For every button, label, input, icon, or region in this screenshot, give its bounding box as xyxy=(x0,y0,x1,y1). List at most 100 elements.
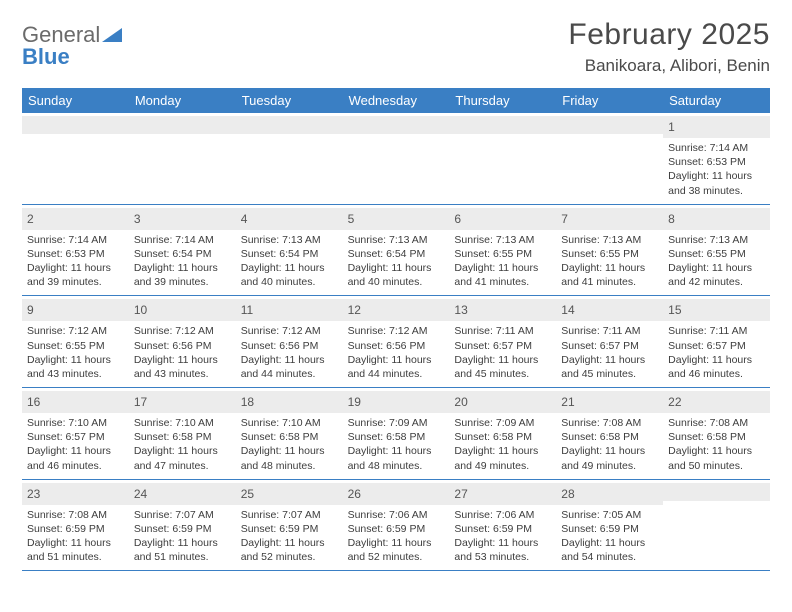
calendar-page: General Blue February 2025 Banikoara, Al… xyxy=(0,0,792,581)
day-number: 10 xyxy=(134,303,147,317)
day-number: 18 xyxy=(241,395,254,409)
calendar-day-cell: 8Sunrise: 7:13 AMSunset: 6:55 PMDaylight… xyxy=(663,205,770,296)
day-number: 23 xyxy=(27,487,40,501)
day-number-bar: 1 xyxy=(663,116,770,138)
day-number-bar: 20 xyxy=(449,391,556,413)
day-number: 8 xyxy=(668,212,675,226)
day-number: 28 xyxy=(561,487,574,501)
day-number-bar xyxy=(129,116,236,134)
day-number: 27 xyxy=(454,487,467,501)
calendar-day-cell: 26Sunrise: 7:06 AMSunset: 6:59 PMDayligh… xyxy=(343,480,450,571)
day-number-bar: 22 xyxy=(663,391,770,413)
calendar-day-cell: 23 Sunrise: 7:08 AMSunset: 6:59 PMDayligh… xyxy=(22,480,129,571)
day-details: Sunrise: 7:14 AMSunset: 6:53 PMDaylight:… xyxy=(668,141,765,198)
day-number: 17 xyxy=(134,395,147,409)
calendar-day-cell: 3 Sunrise: 7:14 AMSunset: 6:54 PMDaylight… xyxy=(129,205,236,296)
day-number: 6 xyxy=(454,212,461,226)
day-number: 24 xyxy=(134,487,147,501)
calendar-day-cell: 7 Sunrise: 7:13 AMSunset: 6:55 PMDaylight… xyxy=(556,205,663,296)
day-number-bar: 27 xyxy=(449,483,556,505)
day-number-bar: 25 xyxy=(236,483,343,505)
day-number-bar xyxy=(236,116,343,134)
day-number-bar: 18 xyxy=(236,391,343,413)
day-details: Sunrise: 7:10 AMSunset: 6:58 PMDaylight:… xyxy=(134,416,231,473)
calendar-empty-cell xyxy=(556,113,663,204)
weeks-container: 1 Sunrise: 7:14 AMSunset: 6:53 PMDaylight… xyxy=(22,113,770,571)
day-details: Sunrise: 7:09 AMSunset: 6:58 PMDaylight:… xyxy=(454,416,551,473)
dow-saturday: Saturday xyxy=(663,88,770,113)
day-number: 4 xyxy=(241,212,248,226)
day-number-bar: 19 xyxy=(343,391,450,413)
day-number-bar: 11 xyxy=(236,299,343,321)
day-number: 11 xyxy=(241,303,253,317)
day-number: 14 xyxy=(561,303,574,317)
calendar-week-row: 23 Sunrise: 7:08 AMSunset: 6:59 PMDayligh… xyxy=(22,480,770,572)
calendar-day-cell: 22 Sunrise: 7:08 AMSunset: 6:58 PMDayligh… xyxy=(663,388,770,479)
calendar-empty-cell xyxy=(129,113,236,204)
day-number-bar: 7 xyxy=(556,208,663,230)
day-number: 13 xyxy=(454,303,467,317)
calendar-empty-cell xyxy=(449,113,556,204)
day-number: 3 xyxy=(134,212,141,226)
calendar-grid: Sunday Monday Tuesday Wednesday Thursday… xyxy=(22,88,770,571)
day-details: Sunrise: 7:09 AMSunset: 6:58 PMDaylight:… xyxy=(348,416,445,473)
day-number: 9 xyxy=(27,303,34,317)
location-subtitle: Banikoara, Alibori, Benin xyxy=(568,56,770,76)
day-of-week-header: Sunday Monday Tuesday Wednesday Thursday… xyxy=(22,88,770,113)
day-number: 2 xyxy=(27,212,34,226)
calendar-day-cell: 14 Sunrise: 7:11 AMSunset: 6:57 PMDayligh… xyxy=(556,296,663,387)
day-number: 15 xyxy=(668,303,681,317)
day-number-bar xyxy=(22,116,129,134)
header: General Blue February 2025 Banikoara, Al… xyxy=(22,18,770,76)
month-title: February 2025 xyxy=(568,18,770,52)
day-number-bar: 24 xyxy=(129,483,236,505)
logo: General Blue xyxy=(22,18,122,68)
day-details: Sunrise: 7:11 AMSunset: 6:57 PMDaylight:… xyxy=(561,324,658,381)
day-number-bar: 14 xyxy=(556,299,663,321)
day-number-bar xyxy=(343,116,450,134)
day-details: Sunrise: 7:08 AMSunset: 6:59 PMDaylight:… xyxy=(27,508,124,565)
calendar-day-cell: 12Sunrise: 7:12 AMSunset: 6:56 PMDayligh… xyxy=(343,296,450,387)
day-details: Sunrise: 7:13 AMSunset: 6:55 PMDaylight:… xyxy=(454,233,551,290)
calendar-day-cell: 27Sunrise: 7:06 AMSunset: 6:59 PMDayligh… xyxy=(449,480,556,571)
dow-thursday: Thursday xyxy=(449,88,556,113)
day-number-bar: 8 xyxy=(663,208,770,230)
day-details: Sunrise: 7:10 AMSunset: 6:58 PMDaylight:… xyxy=(241,416,338,473)
calendar-day-cell: 1 Sunrise: 7:14 AMSunset: 6:53 PMDaylight… xyxy=(663,113,770,204)
day-details: Sunrise: 7:05 AMSunset: 6:59 PMDaylight:… xyxy=(561,508,658,565)
day-details: Sunrise: 7:13 AMSunset: 6:54 PMDaylight:… xyxy=(241,233,338,290)
calendar-day-cell: 6 Sunrise: 7:13 AMSunset: 6:55 PMDaylight… xyxy=(449,205,556,296)
calendar-day-cell: 16Sunrise: 7:10 AMSunset: 6:57 PMDayligh… xyxy=(22,388,129,479)
day-details: Sunrise: 7:12 AMSunset: 6:56 PMDaylight:… xyxy=(348,324,445,381)
calendar-day-cell: 19 Sunrise: 7:09 AMSunset: 6:58 PMDayligh… xyxy=(343,388,450,479)
calendar-day-cell: 24Sunrise: 7:07 AMSunset: 6:59 PMDayligh… xyxy=(129,480,236,571)
calendar-day-cell: 25Sunrise: 7:07 AMSunset: 6:59 PMDayligh… xyxy=(236,480,343,571)
day-details: Sunrise: 7:14 AMSunset: 6:53 PMDaylight:… xyxy=(27,233,124,290)
dow-wednesday: Wednesday xyxy=(343,88,450,113)
day-number: 1 xyxy=(668,120,675,134)
day-number: 26 xyxy=(348,487,361,501)
day-details: Sunrise: 7:10 AMSunset: 6:57 PMDaylight:… xyxy=(27,416,124,473)
calendar-empty-cell xyxy=(22,113,129,204)
day-details: Sunrise: 7:11 AMSunset: 6:57 PMDaylight:… xyxy=(668,324,765,381)
day-number-bar: 21 xyxy=(556,391,663,413)
calendar-day-cell: 2 Sunrise: 7:14 AMSunset: 6:53 PMDaylight… xyxy=(22,205,129,296)
day-number: 7 xyxy=(561,212,568,226)
day-details: Sunrise: 7:13 AMSunset: 6:55 PMDaylight:… xyxy=(561,233,658,290)
day-number-bar xyxy=(556,116,663,134)
day-number: 22 xyxy=(668,395,681,409)
day-number: 19 xyxy=(348,395,361,409)
calendar-empty-cell xyxy=(343,113,450,204)
calendar-day-cell: 5Sunrise: 7:13 AMSunset: 6:54 PMDaylight… xyxy=(343,205,450,296)
calendar-empty-cell xyxy=(236,113,343,204)
calendar-day-cell: 20 Sunrise: 7:09 AMSunset: 6:58 PMDayligh… xyxy=(449,388,556,479)
day-number-bar: 4 xyxy=(236,208,343,230)
day-number: 21 xyxy=(561,395,574,409)
calendar-day-cell: 15 Sunrise: 7:11 AMSunset: 6:57 PMDayligh… xyxy=(663,296,770,387)
day-number-bar: 2 xyxy=(22,208,129,230)
day-number-bar: 5 xyxy=(343,208,450,230)
day-number-bar: 17 xyxy=(129,391,236,413)
day-details: Sunrise: 7:14 AMSunset: 6:54 PMDaylight:… xyxy=(134,233,231,290)
day-number-bar: 10 xyxy=(129,299,236,321)
day-details: Sunrise: 7:08 AMSunset: 6:58 PMDaylight:… xyxy=(668,416,765,473)
